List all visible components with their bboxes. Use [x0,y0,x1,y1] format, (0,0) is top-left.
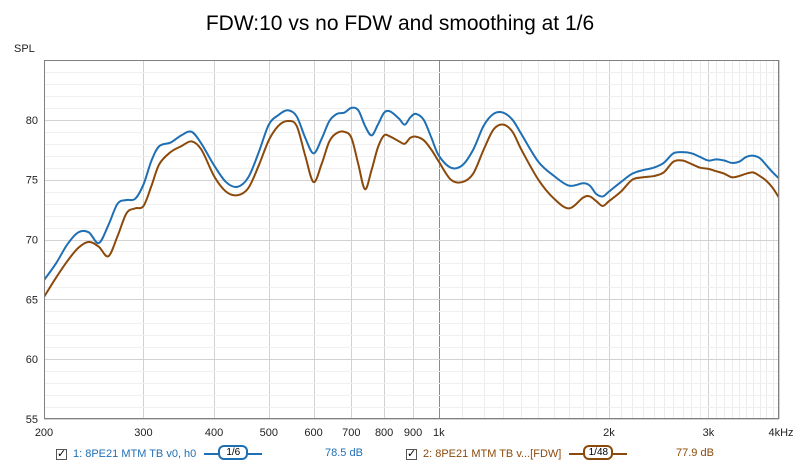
x-tick-label: 4kHz [768,427,793,439]
x-tick-label: 700 [342,427,360,439]
x-tick-label: 900 [404,427,422,439]
series-2-smoothing-value: 1/48 [583,445,614,460]
y-tick-label: 60 [26,354,38,366]
series-1-name: 1: 8PE21 MTM TB v0, h0 [73,448,197,460]
y-axis-ticks: 55 60 65 70 75 80 [26,115,38,426]
series-1-checkbox[interactable] [56,447,67,460]
legend: 1: 8PE21 MTM TB v0, h0 1/6 78.5 dB 2: 8P… [0,442,800,470]
legend-item-series-1[interactable]: 1: 8PE21 MTM TB v0, h0 1/6 [56,445,263,461]
y-tick-label: 55 [26,414,38,426]
y-tick-label: 75 [26,175,38,187]
series-1-line [44,106,779,281]
series-1-level: 78.5 dB [325,447,363,459]
series-1-smoothing-value: 1/6 [218,445,249,460]
plot-frame [44,60,779,419]
x-tick-label: 2k [603,427,615,439]
series-2-level: 77.9 dB [676,447,714,459]
x-tick-label: 800 [375,427,393,439]
grid [44,60,780,420]
x-tick-label: 200 [35,427,53,439]
series-lines [44,106,779,298]
series-2-line [44,119,779,298]
chart-title: FDW:10 vs no FDW and smoothing at 1/6 [206,12,594,35]
series-2-checkbox[interactable] [406,447,417,460]
x-tick-label: 300 [134,427,152,439]
series-2-name: 2: 8PE21 MTM TB v...[FDW] [423,448,562,460]
series-1-smoothing-control[interactable]: 1/6 [204,445,263,461]
x-tick-label: 600 [304,427,322,439]
x-axis-ticks: 200 300 400 500 600 700 800 900 1k 2k 3k 4kHz [35,427,794,439]
x-tick-label: 3k [703,427,715,439]
frequency-response-chart: FDW:10 vs no FDW and smoothing at 1/6 SP… [14,12,794,439]
y-tick-label: 80 [26,115,38,127]
y-axis-label: SPL [14,43,35,55]
x-tick-label: 500 [260,427,278,439]
x-tick-label: 1k [433,427,445,439]
series-2-smoothing-control[interactable]: 1/48 [569,445,628,461]
y-tick-label: 70 [26,235,38,247]
legend-item-series-2[interactable]: 2: 8PE21 MTM TB v...[FDW] 1/48 [406,445,628,461]
x-tick-label: 400 [205,427,223,439]
y-tick-label: 65 [26,294,38,306]
